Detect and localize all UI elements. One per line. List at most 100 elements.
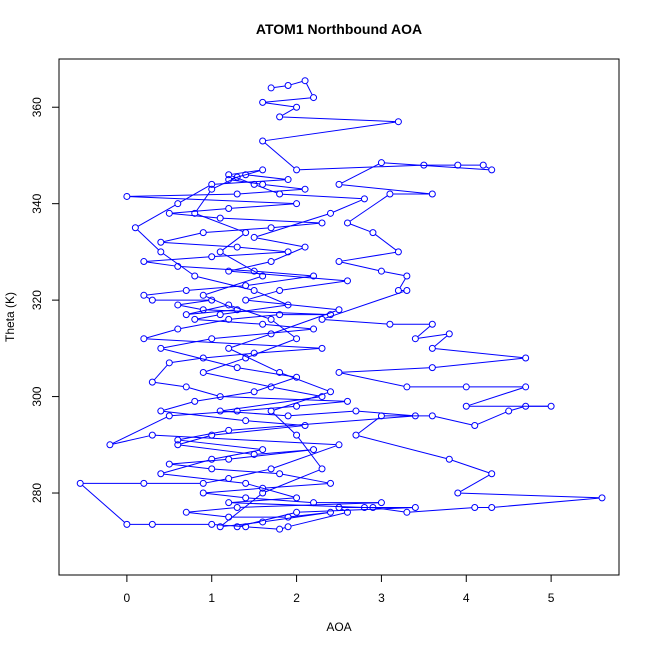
data-point: [377, 267, 385, 275]
data-point: [131, 224, 139, 232]
data-point: [225, 455, 233, 463]
data-point: [106, 441, 114, 449]
series-line-segment: [418, 333, 447, 339]
series-line-segment: [256, 291, 286, 305]
data-point: [335, 258, 343, 266]
series-line-segment: [163, 338, 209, 349]
series-line-segment: [214, 179, 286, 185]
data-point: [276, 190, 284, 198]
y-tick-label: 360: [30, 97, 44, 117]
series-line-segment: [146, 338, 320, 349]
series-line-segment: [206, 478, 226, 484]
series-line-segment: [384, 162, 489, 171]
data-point: [233, 407, 241, 415]
data-point: [352, 431, 360, 439]
data-point: [394, 248, 402, 256]
series-line-segment: [172, 213, 218, 219]
series-line-segment: [146, 261, 175, 267]
data-point: [598, 494, 606, 502]
series-line-segment: [264, 142, 295, 169]
series-line-segment: [248, 497, 311, 503]
data-point: [225, 204, 233, 212]
data-point: [428, 190, 436, 198]
x-tick-label: 5: [548, 591, 555, 605]
data-point: [225, 499, 233, 507]
data-point: [301, 422, 309, 430]
data-point: [293, 166, 301, 174]
data-point: [208, 520, 216, 528]
data-point: [420, 161, 428, 169]
data-point: [157, 248, 165, 256]
series-line-segment: [163, 232, 201, 243]
series-line-segment: [137, 204, 176, 227]
series-line-segment: [172, 459, 226, 465]
data-point: [267, 465, 275, 473]
series-line-segment: [282, 473, 328, 484]
series-line-segment: [240, 367, 294, 378]
data-point: [488, 503, 496, 511]
data-point: [174, 325, 182, 333]
series-line-segment: [290, 81, 303, 86]
series-line-segment: [240, 246, 286, 253]
data-point: [454, 161, 462, 169]
series-line-segment: [222, 234, 244, 251]
data-point: [148, 520, 156, 528]
series-line-segment: [274, 222, 320, 228]
data-point: [284, 301, 292, 309]
series-line-segment: [305, 83, 313, 96]
y-tick-label: 280: [30, 483, 44, 503]
data-point: [318, 315, 326, 323]
series-line-segment: [180, 185, 210, 203]
data-point: [327, 479, 335, 487]
series-line-segment: [239, 512, 294, 527]
series-line-segment: [494, 497, 600, 508]
data-point: [411, 335, 419, 343]
data-point: [259, 98, 267, 106]
data-point: [242, 229, 250, 237]
data-point: [148, 296, 156, 304]
data-point: [276, 311, 284, 319]
series-line-segment: [248, 526, 277, 530]
data-point: [208, 335, 216, 343]
data-point: [233, 243, 241, 251]
data-point: [233, 523, 241, 531]
series-line-segment: [197, 213, 244, 233]
series-line-segment: [282, 280, 345, 291]
data-point: [250, 180, 258, 188]
series-line-segment: [435, 357, 523, 368]
data-point: [267, 224, 275, 232]
series-line-segment: [180, 300, 209, 306]
series-line-segment: [172, 463, 209, 470]
x-axis: 0 1 2 3 4 5: [124, 575, 555, 605]
data-point: [522, 402, 530, 410]
series-line-segment: [265, 184, 303, 190]
series-line-segment: [214, 328, 311, 339]
data-point: [259, 272, 267, 280]
data-point: [157, 407, 165, 415]
data-point: [284, 412, 292, 420]
data-point: [174, 301, 182, 309]
data-point: [462, 402, 470, 410]
data-point: [216, 214, 224, 222]
series-line-segment: [231, 469, 269, 479]
data-point: [267, 84, 275, 92]
data-point: [327, 311, 335, 319]
series-line-segment: [206, 492, 243, 498]
data-point: [471, 422, 479, 430]
series-line-segment: [349, 195, 388, 222]
y-axis-label: Theta (K): [3, 292, 17, 342]
y-axis: 280 300 320 340 360: [30, 97, 59, 503]
series-line-segment: [206, 487, 260, 494]
series-line-segment: [281, 108, 295, 116]
series-line-segment: [265, 483, 328, 489]
data-point: [293, 200, 301, 208]
data-point: [547, 402, 555, 410]
data-point: [318, 344, 326, 352]
series-line-segment: [409, 507, 472, 513]
series-line-segment: [273, 386, 320, 397]
series-line-segment: [282, 193, 362, 200]
data-point: [318, 219, 326, 227]
data-point: [471, 503, 479, 511]
data-point: [284, 176, 292, 184]
data-point: [335, 368, 343, 376]
